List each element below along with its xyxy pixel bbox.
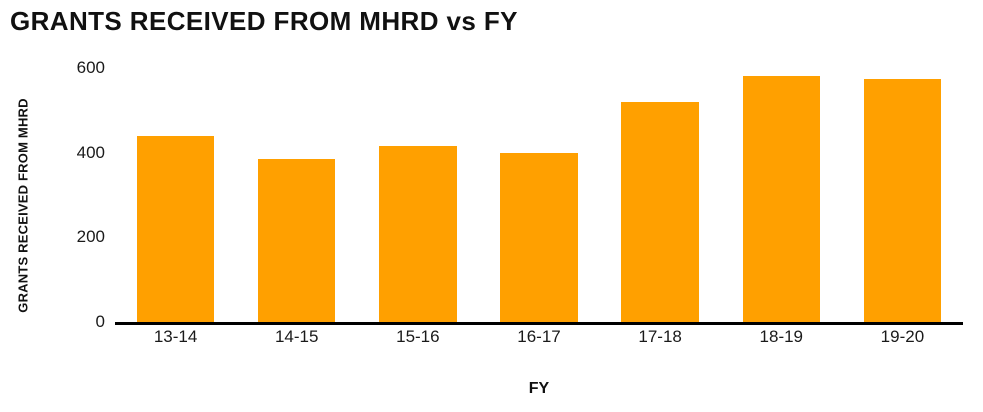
x-tick-label-16-17: 16-17 (517, 327, 561, 346)
x-tick-label-15-16: 15-16 (396, 327, 440, 346)
x-tick-label-13-14: 13-14 (153, 327, 198, 346)
bar-13-14 (136, 135, 215, 322)
bar-16-17 (500, 152, 578, 322)
plot-area (115, 68, 963, 325)
chart-title: GRANTS RECEIVED FROM MHRD vs FY (10, 6, 518, 36)
y-tick-label-600: 600 (76, 58, 105, 77)
bar-19-20 (863, 78, 942, 322)
bar-14-15 (257, 159, 336, 322)
x-axis-label: FY (528, 380, 550, 397)
bar-15-16 (379, 146, 457, 322)
y-tick-label-200: 200 (76, 227, 105, 247)
bar-slot (721, 68, 842, 322)
y-ticks: 0 200 400 600 (0, 58, 105, 331)
bar-slot (115, 68, 236, 322)
x-tick-label-18-19: 18-19 (759, 327, 804, 346)
x-tick-label-17-18: 17-18 (638, 327, 682, 346)
x-tick-label-14-15: 14-15 (274, 327, 319, 346)
bar-slot (478, 68, 599, 322)
bar-slot (236, 68, 357, 322)
bars (115, 68, 963, 322)
y-tick-label-0: 0 (95, 312, 105, 331)
bar-18-19 (742, 76, 821, 322)
bar-slot (600, 68, 721, 322)
bar-slot (357, 68, 478, 322)
y-tick-label-400: 400 (76, 142, 105, 162)
bar-slot (842, 68, 963, 322)
x-ticks: 13-14 14-15 15-16 16-17 17-18 18-19 19-20 (115, 327, 963, 347)
x-tick-label-19-20: 19-20 (880, 327, 925, 346)
bar-17-18 (621, 101, 699, 322)
